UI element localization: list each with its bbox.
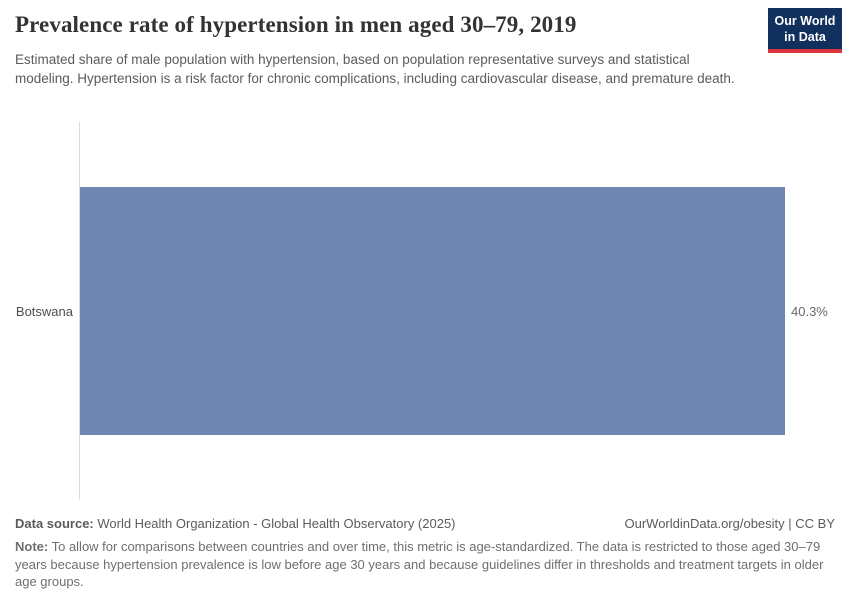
chart-title: Prevalence rate of hypertension in men a… [15,12,577,37]
data-source-text: World Health Organization - Global Healt… [93,516,456,531]
chart-subtitle: Estimated share of male population with … [15,52,735,86]
footer-note: Note: To allow for comparisons between c… [15,538,837,591]
attribution-link[interactable]: OurWorldinData.org/obesity | CC BY [624,516,836,531]
note-text: To allow for comparisons between countri… [15,539,824,589]
bar-category-label: Botswana [15,304,73,319]
data-source-label: Data source: [15,516,94,531]
footer-sources-row: Data source: World Health Organization -… [15,516,835,531]
y-axis-line [79,122,80,500]
bar-value-label: 40.3% [791,304,828,319]
owid-logo[interactable]: Our World in Data [768,8,842,53]
note-label: Note: [15,539,49,554]
logo-line-1: Our World [774,14,836,28]
data-source-line: Data source: World Health Organization -… [15,516,456,531]
bar[interactable] [80,187,785,435]
logo-line-2: in Data [784,30,826,44]
